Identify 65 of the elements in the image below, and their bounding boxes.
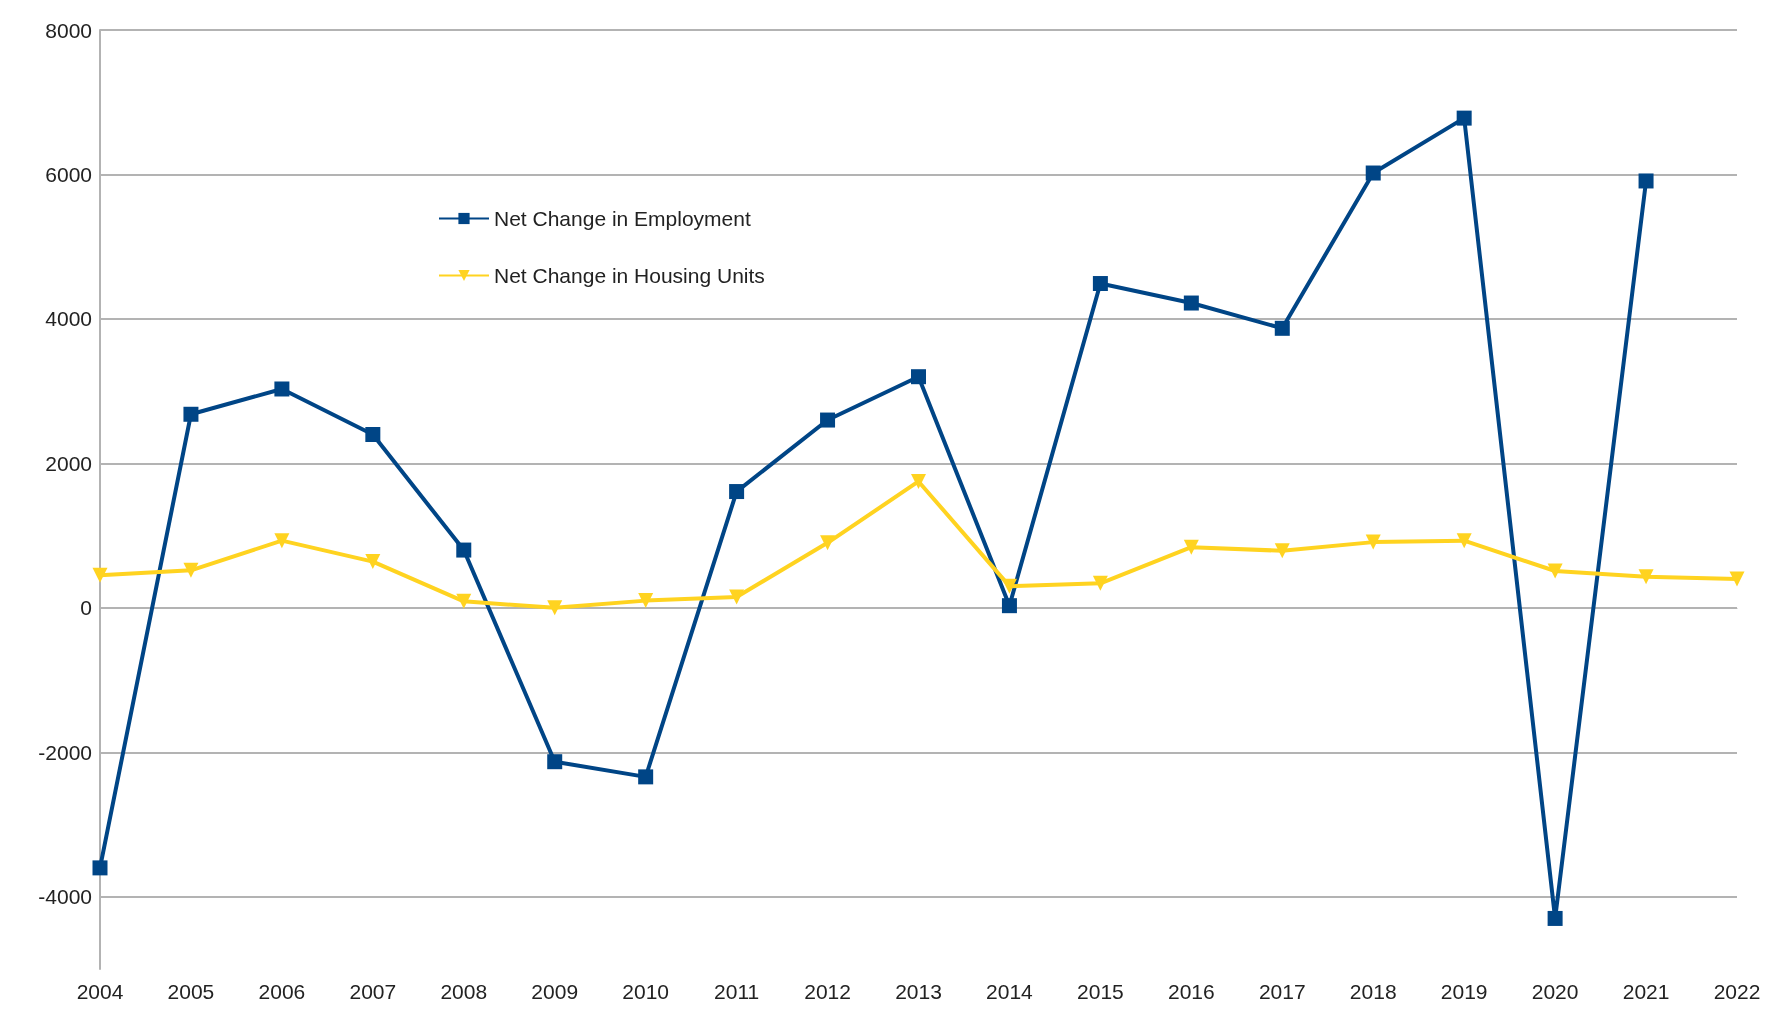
y-tick-label: 8000 bbox=[45, 18, 92, 42]
x-tick-label: 2006 bbox=[258, 980, 306, 1003]
point bbox=[274, 381, 290, 397]
x-tick-label: 2011 bbox=[714, 980, 760, 1003]
point bbox=[729, 589, 745, 605]
point bbox=[1365, 534, 1381, 550]
point bbox=[1274, 320, 1290, 336]
x-tick-label: 2022 bbox=[1713, 980, 1761, 1003]
x-tick-label: 2004 bbox=[76, 980, 124, 1003]
point bbox=[274, 533, 290, 549]
x-tick-label: 2012 bbox=[804, 980, 851, 1003]
x-tick-label: 2018 bbox=[1349, 980, 1397, 1003]
point bbox=[365, 554, 381, 570]
legend-label: Net Change in Housing Units bbox=[494, 264, 765, 287]
point bbox=[1729, 571, 1745, 587]
y-tick-label: 2000 bbox=[45, 451, 92, 475]
point bbox=[1547, 910, 1563, 926]
point bbox=[1365, 165, 1381, 181]
x-tick-label: 2010 bbox=[622, 980, 670, 1003]
point bbox=[183, 562, 199, 578]
point bbox=[911, 369, 926, 385]
point bbox=[1456, 110, 1472, 126]
point bbox=[1092, 276, 1108, 292]
point bbox=[1001, 598, 1017, 614]
x-tick-label: 2014 bbox=[986, 980, 1034, 1003]
point bbox=[456, 542, 472, 558]
legend-label: Net Change in Employment bbox=[494, 207, 751, 230]
point bbox=[547, 600, 563, 616]
point bbox=[638, 769, 654, 785]
point bbox=[1638, 173, 1654, 189]
point bbox=[547, 754, 563, 770]
point bbox=[729, 484, 745, 500]
point bbox=[92, 860, 108, 876]
point bbox=[183, 406, 199, 422]
x-tick-label: 2007 bbox=[349, 980, 397, 1003]
x-tick-label: 2005 bbox=[167, 980, 215, 1003]
y-tick-label: 0 bbox=[80, 596, 92, 620]
point bbox=[1092, 575, 1108, 591]
point bbox=[1456, 533, 1472, 549]
point bbox=[92, 567, 108, 583]
point bbox=[1183, 295, 1199, 311]
point bbox=[1183, 539, 1199, 555]
point bbox=[365, 426, 381, 442]
x-tick-label: 2016 bbox=[1167, 980, 1215, 1003]
point bbox=[1001, 578, 1017, 594]
point bbox=[638, 593, 654, 609]
point bbox=[820, 535, 836, 551]
point bbox=[456, 593, 472, 609]
x-tick-label: 2020 bbox=[1531, 980, 1579, 1003]
x-tick-label: 2013 bbox=[895, 980, 942, 1003]
point bbox=[1638, 569, 1654, 585]
x-tick-label: 2008 bbox=[440, 980, 488, 1003]
x-tick-label: 2017 bbox=[1258, 980, 1306, 1003]
y-tick-label: -4000 bbox=[38, 885, 92, 909]
x-tick-label: 2009 bbox=[531, 980, 579, 1003]
x-tick-label: 2019 bbox=[1440, 980, 1488, 1003]
y-tick-label: 4000 bbox=[45, 307, 92, 331]
point bbox=[911, 473, 926, 489]
y-tick-label: 6000 bbox=[45, 162, 92, 186]
x-tick-label: 2015 bbox=[1077, 980, 1124, 1003]
point bbox=[820, 412, 836, 428]
x-tick-label: 2021 bbox=[1622, 980, 1670, 1003]
y-tick-label: -2000 bbox=[38, 740, 92, 764]
point bbox=[1274, 543, 1290, 559]
point bbox=[1547, 563, 1563, 579]
